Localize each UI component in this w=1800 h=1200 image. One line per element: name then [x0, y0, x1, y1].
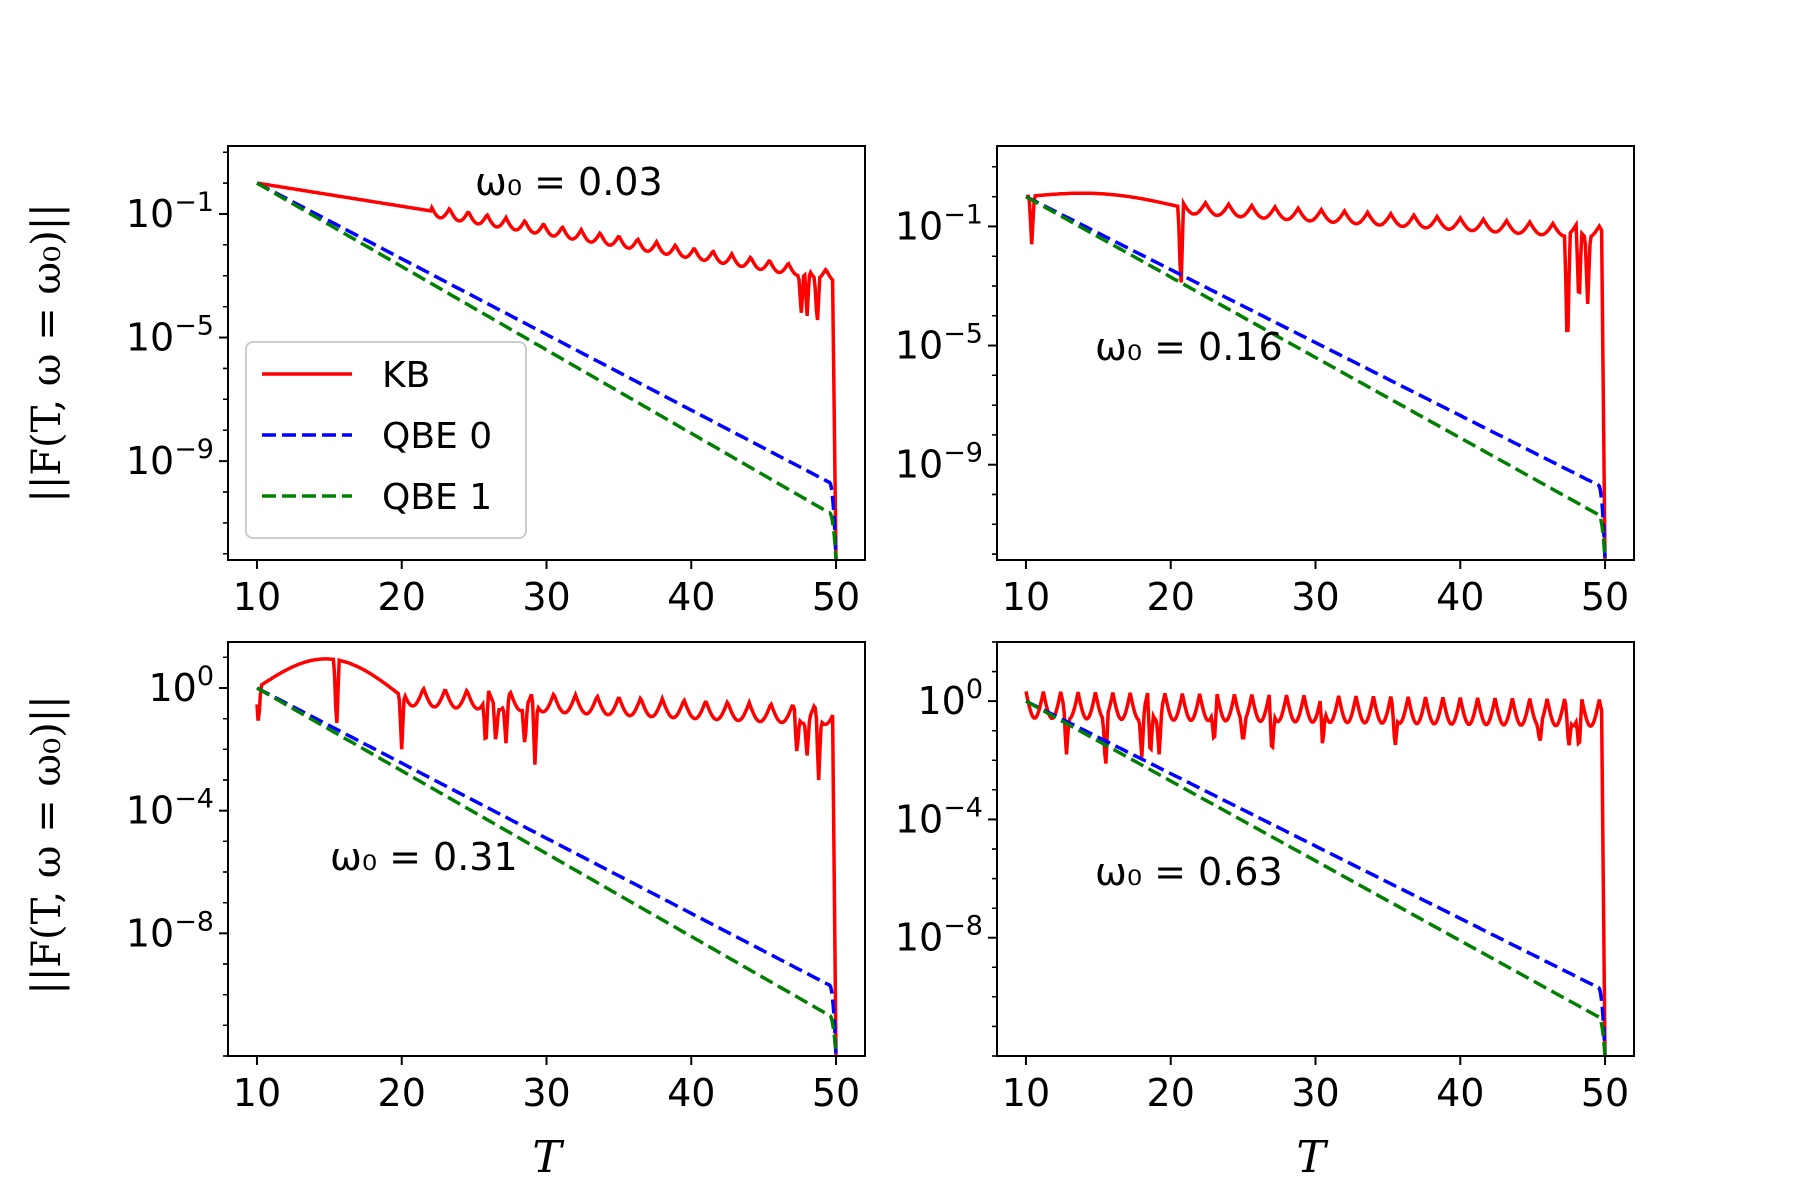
y-tick-label: 10−5 — [895, 319, 983, 368]
legend-qbe0-label: QBE 0 — [382, 416, 492, 457]
y-tick-label: 10−9 — [895, 438, 983, 487]
y-tick-label: 10−1 — [126, 187, 214, 236]
x-tick-label: 10 — [233, 1071, 281, 1115]
x-tick-label: 50 — [812, 1071, 860, 1115]
panel-bottom-left: 10 20 30 40 50 100 10−4 10−8 ω₀ = 0.31 — [126, 641, 866, 1115]
series-qbe1-top-right — [1025, 195, 1607, 560]
y-tick-label: 10−8 — [126, 906, 214, 955]
series-kb-top-right — [1025, 191, 1607, 560]
series-qbe1-top-left — [256, 181, 838, 560]
legend: KB QBE 0 QBE 1 — [245, 341, 527, 539]
series-kb-bottom-right — [1024, 691, 1607, 1056]
y-tick-label: 10−4 — [895, 792, 983, 841]
x-tick-label: 10 — [233, 575, 281, 619]
x-tick-label: 50 — [1581, 575, 1629, 619]
x-tick-label: 40 — [667, 1071, 715, 1115]
x-tick-label: 40 — [1436, 575, 1484, 619]
series-qbe0-bottom-left — [256, 686, 838, 1056]
series-kb-top-left — [256, 181, 838, 560]
legend-kb-label: KB — [382, 355, 430, 396]
y-tick-label: 10−9 — [126, 434, 214, 483]
omega-annotation: ω₀ = 0.63 — [1095, 850, 1283, 894]
legend-frame — [245, 341, 527, 539]
y-tick-label: 10−4 — [126, 784, 214, 833]
x-tick-label: 30 — [522, 1071, 570, 1115]
x-tick-label: 40 — [1436, 1071, 1484, 1115]
xlabel-left: T — [532, 1132, 565, 1183]
y-tick-label: 10−8 — [895, 911, 983, 960]
x-tick-label: 20 — [378, 1071, 426, 1115]
omega-annotation: ω₀ = 0.16 — [1095, 325, 1283, 369]
omega-annotation: ω₀ = 0.31 — [330, 835, 518, 879]
x-tick-label: 50 — [812, 575, 860, 619]
ylabel-top: ||F(T, ω = ω₀)|| — [24, 203, 70, 502]
x-tick-label: 10 — [1002, 1071, 1050, 1115]
y-tick-label: 100 — [148, 661, 214, 710]
x-tick-label: 50 — [1581, 1071, 1629, 1115]
series-qbe1-bottom-right — [1025, 699, 1607, 1056]
x-tick-label: 30 — [1291, 575, 1339, 619]
x-tick-label: 20 — [378, 575, 426, 619]
ylabel-bottom: ||F(T, ω = ω₀)|| — [24, 695, 70, 994]
y-tick-label: 100 — [917, 674, 983, 723]
x-tick-label: 40 — [667, 575, 715, 619]
legend-qbe1-label: QBE 1 — [382, 477, 492, 518]
x-tick-label: 20 — [1147, 1071, 1195, 1115]
x-tick-label: 20 — [1147, 575, 1195, 619]
y-tick-label: 10−5 — [126, 311, 214, 360]
panel-top-left: 10 20 30 40 50 10−1 10−5 10−9 ω₀ = 0.03 — [126, 145, 866, 619]
x-tick-label: 30 — [1291, 1071, 1339, 1115]
x-tick-label: 30 — [522, 575, 570, 619]
y-tick-label: 10−1 — [895, 199, 983, 248]
series-qbe0-top-left — [256, 181, 838, 560]
series-qbe0-bottom-right — [1025, 699, 1607, 1056]
xlabel-right: T — [1296, 1132, 1329, 1183]
series-qbe0-top-right — [1025, 195, 1607, 560]
panel-top-right: 10 20 30 40 50 10−1 10−5 10−9 ω₀ = 0.16 — [895, 145, 1635, 619]
x-tick-label: 10 — [1002, 575, 1050, 619]
omega-annotation: ω₀ = 0.03 — [475, 160, 663, 204]
series-qbe1-bottom-left — [256, 686, 838, 1056]
series-kb-bottom-left — [255, 657, 838, 1056]
panel-bottom-right: 10 20 30 40 50 100 10−4 10−8 ω₀ = 0.63 — [895, 641, 1635, 1115]
